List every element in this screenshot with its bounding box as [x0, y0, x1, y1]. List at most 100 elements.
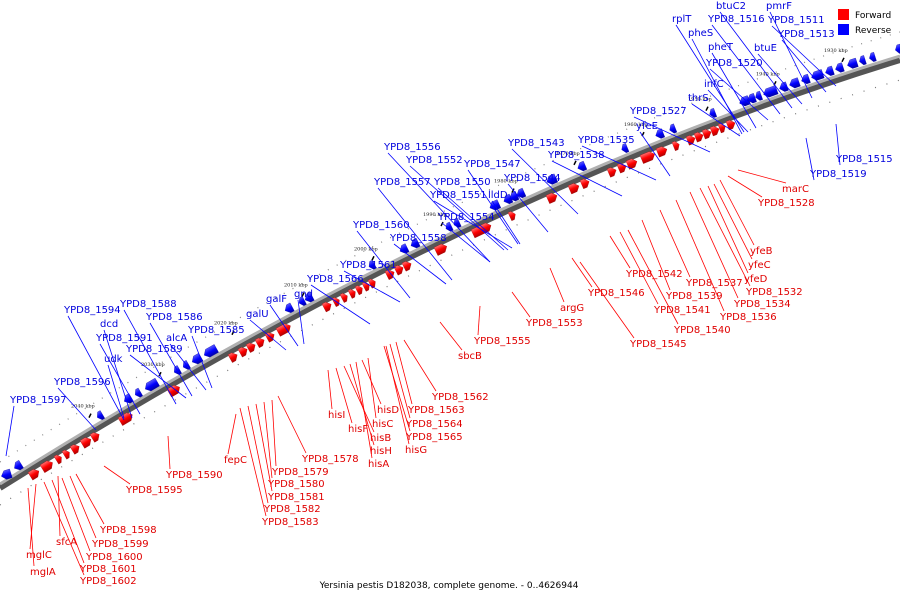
gene-label-group: yfeC [713, 183, 771, 271]
reverse-gene-arrow [145, 377, 160, 392]
gene-label-group: YPD8_1586 [145, 312, 203, 397]
leader-line [699, 187, 751, 287]
reverse-gene-arrow [399, 243, 410, 254]
gene-label-group: YPD8_1554 [437, 212, 495, 263]
gene-label: pmrF [766, 1, 792, 12]
forward-gene-arrow [470, 222, 492, 239]
forward-gene-arrow [655, 146, 668, 158]
gene-label-group: hisI [327, 369, 345, 421]
gene-label: hisH [370, 446, 392, 457]
leader-line [385, 345, 410, 445]
leader-line [255, 403, 273, 492]
leader-line [641, 219, 671, 291]
gene-label-group: YPD8_1591 [95, 333, 153, 415]
leader-line [781, 39, 827, 93]
forward-gene-arrow [264, 332, 275, 343]
leader-line [491, 200, 521, 245]
scale-tick: 2030 kbp [141, 362, 165, 377]
gene-label: btuE [754, 43, 777, 54]
legend-reverse-label: Reverse [855, 26, 892, 36]
gene-label: YPD8_1556 [383, 142, 441, 153]
leader-line [551, 160, 623, 197]
leader-line [477, 305, 481, 336]
gene-label: YPD8_1539 [665, 291, 723, 302]
leader-line [737, 169, 787, 184]
scale-tick-label: 1950 kbp [688, 97, 712, 103]
gene-label-group: hisA [355, 361, 389, 470]
forward-gene-arrow [671, 141, 680, 151]
reverse-gene-arrow [304, 292, 315, 303]
leader-line [581, 145, 657, 181]
gene-label-group: YPD8_1595 [103, 465, 183, 496]
leader-line [149, 322, 193, 397]
gene-label: marC [782, 184, 809, 195]
leader-line [805, 137, 815, 181]
leader-line [327, 369, 333, 410]
reverse-gene-arrow [835, 62, 845, 73]
gene-label: YPD8_1583 [261, 517, 319, 528]
scale-tick-label: 1970 kbp [556, 151, 580, 157]
leader-line [579, 261, 635, 339]
scale-tick-mark [301, 292, 305, 297]
leader-line [57, 475, 61, 537]
gene-label-group: yfeB [719, 179, 773, 257]
reverse-gene-arrow [739, 95, 751, 107]
reverse-gene-arrow [779, 81, 789, 92]
gene-label: YPD8_1527 [629, 106, 687, 117]
gene-label-group: YPD8_1562 [403, 339, 489, 403]
gene-label: hisB [370, 433, 391, 444]
scale-tick-mark [440, 221, 444, 227]
gene-label-group: hisB [343, 365, 391, 444]
gene-label-group: gnd [294, 289, 313, 345]
gene-label-group: galF [266, 294, 299, 347]
gene-label-group: YPD8_1579 [271, 399, 329, 478]
leader-line [343, 365, 375, 433]
gene-label: YPD8_1590 [165, 470, 223, 481]
forward-gene-arrow [254, 337, 265, 348]
gene-label-group: YPD8_1600 [61, 477, 143, 563]
gene-label: YPD8_1528 [757, 198, 815, 209]
gene-label: YPD8_1580 [267, 479, 325, 490]
leader-line [387, 152, 491, 263]
legend: Forward Reverse [838, 9, 892, 36]
gene-label: YPD8_1547 [463, 159, 521, 170]
leader-line [727, 175, 763, 198]
gene-label: YPD8_1520 [705, 58, 763, 69]
leader-line [27, 487, 35, 567]
forward-gene-arrow [433, 243, 447, 256]
gene-label: YPD8_1551 [429, 190, 487, 201]
gene-label: YPD8_1511 [767, 15, 825, 26]
leader-line [99, 343, 141, 415]
gene-label-group: btuE [754, 43, 803, 105]
gene-label-group: YPD8_1537 [659, 209, 743, 289]
reverse-gene-arrow [298, 296, 307, 306]
gene-label-group: YPD8_1511 [767, 15, 837, 87]
gene-label: YPD8_1540 [673, 325, 731, 336]
leader-line [349, 363, 375, 446]
gene-label-group: YPD8_1547 [463, 159, 521, 245]
gene-label-group: yfeD [707, 185, 768, 285]
figure-caption: Yersinia pestis D182038, complete genome… [319, 581, 579, 591]
gene-label-group: YPD8_1588 [119, 299, 177, 405]
gene-label-group: YPD8_1582 [247, 405, 321, 515]
gene-label-group: YPD8_1583 [239, 407, 319, 528]
leader-line [29, 483, 37, 550]
leader-line [433, 200, 513, 249]
gene-label-group: YPD8_1589 [125, 344, 187, 399]
gene-label-group: galU [246, 309, 287, 351]
gene-label: argG [560, 303, 584, 314]
gene-label-group: YPD8_1581 [255, 403, 325, 503]
leader-line [271, 399, 277, 467]
leader-line [689, 191, 739, 299]
leader-line [393, 243, 447, 285]
gene-label: YPD8_1579 [271, 467, 329, 478]
leader-line [335, 367, 353, 424]
gene-label-group: alcA [166, 333, 207, 391]
legend-forward-label: Forward [855, 11, 891, 21]
gene-label: YPD8_1599 [91, 539, 149, 550]
gene-label: fepC [224, 455, 247, 466]
leader-line [129, 354, 187, 399]
gene-label: YPD8_1566 [306, 274, 364, 285]
leader-line [310, 284, 371, 325]
gene-label-group: YPD8_1552 [405, 155, 505, 251]
